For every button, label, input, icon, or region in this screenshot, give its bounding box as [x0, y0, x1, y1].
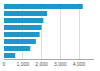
svg-text:3,000: 3,000: [54, 61, 67, 67]
svg-text:0: 0: [3, 61, 6, 67]
svg-text:4,000: 4,000: [73, 61, 86, 67]
svg-text:1,000: 1,000: [16, 61, 29, 67]
svg-text:2,000: 2,000: [35, 61, 48, 67]
